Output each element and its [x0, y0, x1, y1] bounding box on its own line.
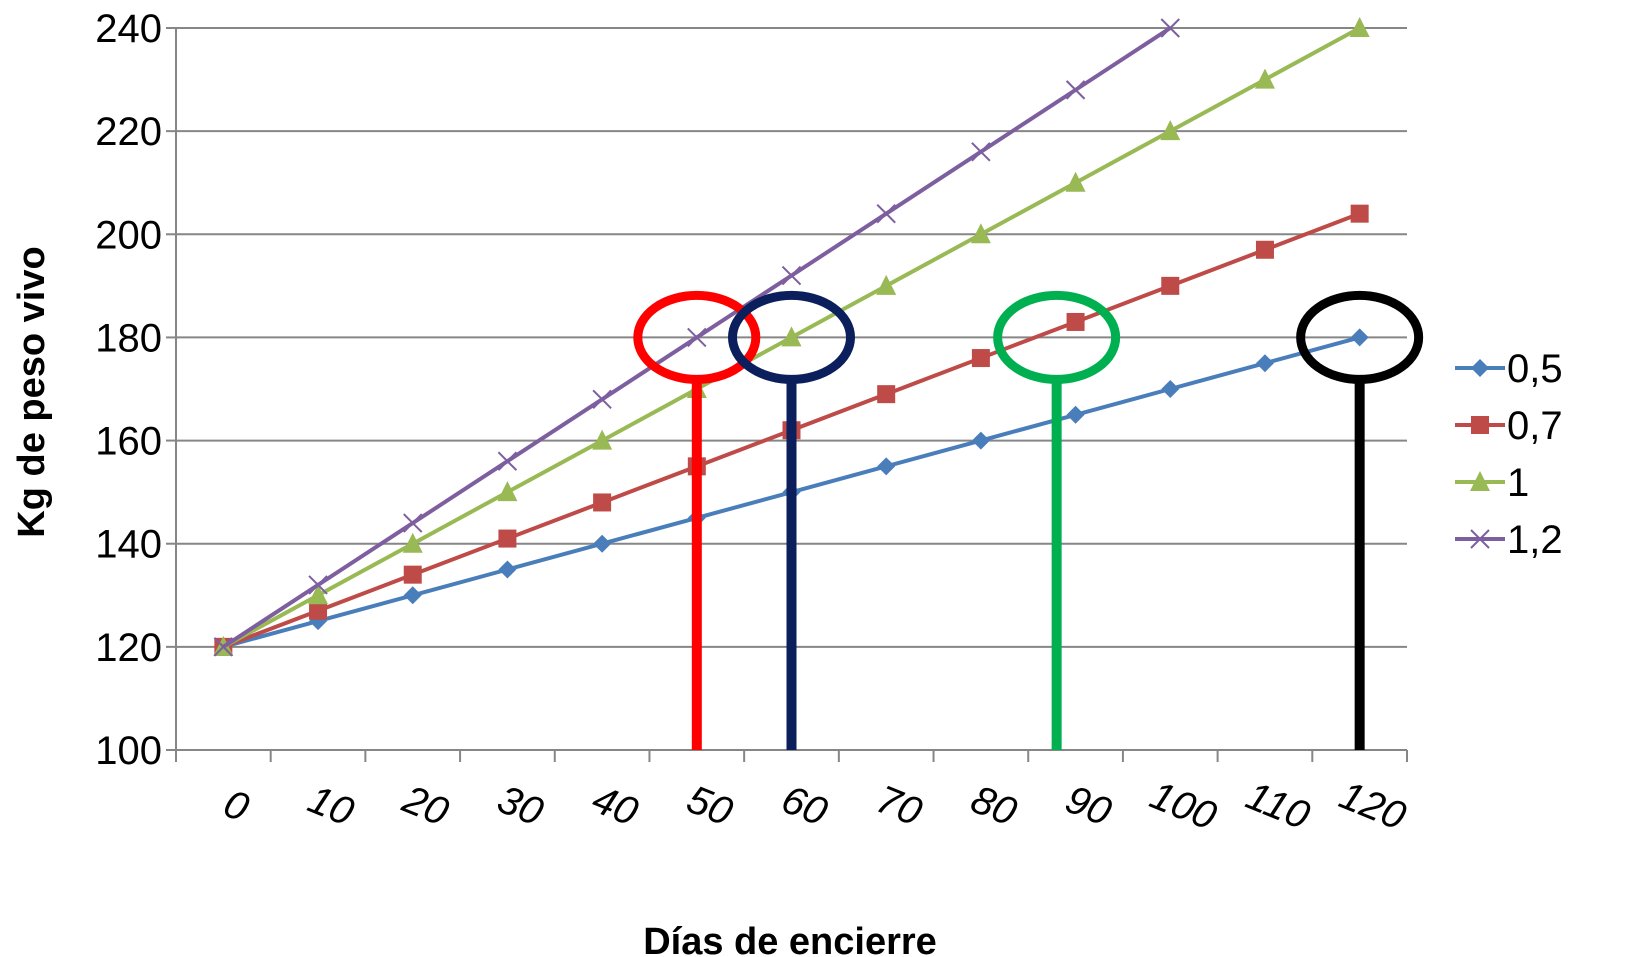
data-point — [308, 584, 329, 605]
data-point-stroke — [1065, 80, 1086, 100]
data-point — [403, 586, 422, 605]
x-tick-label: 60 — [775, 777, 833, 834]
data-point — [1349, 17, 1370, 37]
data-point — [497, 481, 518, 502]
data-point — [1350, 204, 1369, 223]
legend-label: 1,2 — [1507, 518, 1563, 562]
data-point-stroke — [592, 389, 612, 410]
y-axis-title: Kg de peso vivo — [11, 246, 53, 537]
data-point-stroke — [1470, 529, 1490, 549]
x-tick-label: 70 — [870, 777, 928, 834]
x-tick-label: 120 — [1333, 773, 1411, 839]
data-point — [1255, 354, 1274, 373]
data-point — [971, 142, 991, 162]
data-point — [498, 529, 517, 548]
data-point — [403, 565, 422, 584]
data-point — [1471, 416, 1489, 434]
x-tick-label: 20 — [396, 777, 455, 835]
legend: 0,5 0,7 1 1,2 — [1455, 347, 1563, 562]
data-point — [403, 513, 423, 533]
x-axis-title: Días de encierre — [643, 921, 937, 957]
data-point — [877, 385, 896, 404]
data-point — [1160, 18, 1180, 38]
data-point — [213, 637, 234, 657]
data-point — [308, 575, 328, 595]
legend-label: 0,5 — [1507, 347, 1563, 391]
data-point — [1066, 405, 1085, 424]
x-tick-label: 50 — [681, 777, 739, 834]
data-point — [971, 349, 990, 368]
y-tick-label: 240 — [95, 7, 162, 51]
data-point — [687, 327, 707, 348]
data-point — [876, 274, 897, 295]
x-tick-labels: 0 10 20 30 40 50 60 70 80 90 100 110 120 — [218, 773, 1412, 839]
x-tick-label: 10 — [302, 777, 360, 834]
data-point — [876, 203, 896, 224]
data-point-stroke — [687, 327, 707, 348]
y-tick-label: 120 — [95, 626, 162, 670]
y-tick-label: 200 — [95, 213, 162, 257]
y-tick-label: 160 — [95, 420, 162, 464]
y-tick-label: 140 — [95, 523, 162, 567]
data-point — [1160, 120, 1181, 141]
x-tick-label: 90 — [1060, 777, 1118, 834]
data-point — [970, 223, 991, 244]
data-point — [1161, 380, 1180, 398]
data-point — [877, 457, 896, 476]
data-point — [1065, 171, 1086, 192]
x-tick-label: 100 — [1144, 773, 1222, 839]
data-point-stroke — [497, 451, 518, 471]
data-point-stroke — [1160, 18, 1180, 38]
data-point — [971, 431, 990, 450]
y-tick-label: 220 — [95, 110, 162, 154]
x-tick-label: 0 — [218, 781, 255, 830]
legend-label: 0,7 — [1507, 404, 1563, 448]
data-point — [1255, 240, 1274, 259]
data-point — [593, 534, 612, 553]
data-point — [1065, 80, 1086, 100]
legend-label: 1 — [1507, 461, 1529, 505]
data-point — [592, 429, 613, 450]
x-tick-label: 40 — [586, 777, 644, 834]
data-point — [1254, 68, 1275, 89]
x-tick-label: 30 — [491, 777, 549, 834]
data-point — [593, 493, 612, 512]
x-tick-label: 110 — [1240, 774, 1316, 839]
data-point — [1470, 529, 1490, 549]
data-point — [1350, 328, 1369, 347]
data-point-stroke — [403, 513, 423, 533]
data-point-stroke — [308, 575, 328, 595]
data-point-stroke — [876, 203, 896, 224]
data-point-stroke — [781, 265, 802, 286]
data-point — [592, 389, 612, 410]
data-point — [781, 326, 802, 347]
x-tick-label: 80 — [965, 777, 1023, 834]
data-point — [1470, 471, 1490, 491]
data-point — [497, 451, 518, 471]
data-point — [1471, 359, 1489, 377]
data-point-stroke — [971, 142, 991, 162]
data-point — [1066, 312, 1085, 331]
y-tick-label: 100 — [95, 729, 162, 773]
data-point-stroke — [213, 637, 234, 657]
y-tick-labels: 100 120 140 160 180 200 220 240 — [95, 7, 162, 773]
data-point — [781, 265, 802, 286]
y-tick-label: 180 — [95, 316, 162, 360]
data-point — [309, 601, 328, 620]
data-point — [498, 560, 517, 579]
data-point — [1161, 276, 1180, 295]
annotation-layer — [633, 290, 1424, 750]
data-point — [402, 532, 423, 553]
